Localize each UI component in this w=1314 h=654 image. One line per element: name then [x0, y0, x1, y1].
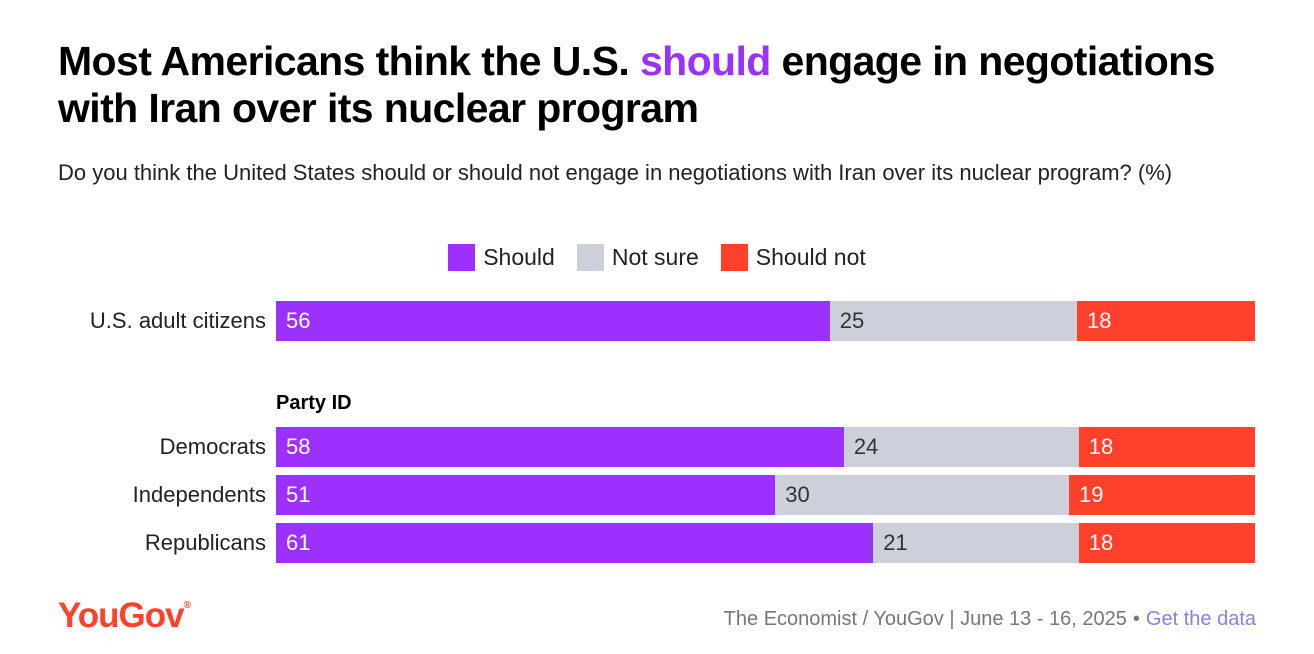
legend-label-should: Should: [483, 244, 555, 270]
legend-label-not-sure: Not sure: [611, 244, 699, 270]
bar-independents: 51 30 19: [276, 475, 1255, 515]
row-label-independents: Independents: [132, 482, 266, 507]
bar-republicans: 61 21 18: [276, 523, 1255, 563]
group-label-party-id: Party ID: [276, 392, 352, 414]
legend-label-should-not: Should not: [755, 244, 866, 270]
bar-segment-should: 56: [276, 301, 830, 341]
bar-segment-should-not: 19: [1068, 475, 1255, 515]
title-part-1: Most Americans think the U.S.: [58, 38, 640, 84]
chart-subtitle: Do you think the United States should or…: [58, 160, 1173, 185]
bar-segment-not-sure: 30: [775, 475, 1069, 515]
logo-text: YouGov: [58, 596, 185, 635]
bar-segment-not-sure: 21: [873, 523, 1079, 563]
row-label-democrats: Democrats: [159, 434, 266, 459]
legend-swatch-should: [448, 244, 476, 271]
bar-segment-not-sure: 25: [829, 301, 1077, 341]
legend-item-should-not: Should not: [720, 244, 866, 271]
registered-mark: ®: [183, 600, 191, 611]
legend-item-not-sure: Not sure: [576, 244, 699, 271]
get-the-data-link[interactable]: Get the data: [1145, 608, 1256, 630]
source-text: The Economist / YouGov | June 13 - 16, 2…: [723, 608, 1127, 630]
bar-democrats: 58 24 18: [276, 427, 1255, 467]
footer-source: The Economist / YouGov | June 13 - 16, 2…: [724, 608, 1256, 631]
legend: Should Not sure Should not: [0, 244, 1314, 271]
bar-u-s-adult-citizens: 56 25 18: [276, 301, 1255, 341]
legend-item-should: Should: [448, 244, 555, 271]
legend-swatch-should-not: [720, 244, 748, 271]
bar-segment-not-sure: 24: [843, 427, 1079, 467]
bar-segment-should-not: 18: [1078, 427, 1255, 467]
bar-segment-should: 61: [276, 523, 874, 563]
bar-segment-should: 58: [276, 427, 844, 467]
bar-segment-should-not: 18: [1076, 301, 1255, 341]
chart-title: Most Americans think the U.S. should eng…: [58, 38, 1258, 132]
legend-swatch-not-sure: [576, 244, 604, 271]
bar-segment-should: 51: [276, 475, 776, 515]
yougov-logo: YouGov®: [58, 596, 191, 636]
title-part-2: engage in negotiations with Iran over it…: [58, 38, 1215, 131]
title-highlight: should: [639, 38, 771, 84]
row-label-u-s-adult-citizens: U.S. adult citizens: [89, 308, 266, 333]
footer-separator: •: [1132, 608, 1140, 630]
bar-segment-should-not: 18: [1078, 523, 1255, 563]
row-label-republicans: Republicans: [144, 530, 266, 555]
